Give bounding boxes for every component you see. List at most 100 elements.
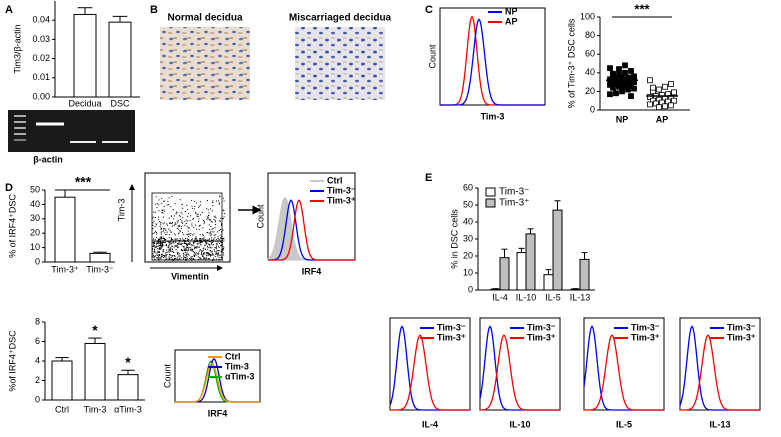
flow-dot	[208, 244, 210, 246]
flow-dot	[222, 249, 224, 251]
flow-dot	[185, 259, 186, 261]
histogram-curve	[440, 15, 545, 106]
flow-dot	[157, 238, 159, 240]
flow-dot	[173, 241, 174, 243]
flow-dot	[158, 216, 159, 218]
flow-dot	[184, 220, 186, 222]
flow-dot	[210, 254, 212, 256]
flow-dot	[171, 254, 173, 256]
flow-dot	[153, 256, 155, 258]
y-tick-label: 60	[463, 182, 473, 192]
flow-dot	[191, 223, 193, 225]
flow-dot	[217, 242, 219, 244]
flow-dot	[207, 217, 209, 219]
flow-dot	[201, 252, 202, 254]
flow-dot	[166, 255, 167, 257]
flow-dot	[204, 258, 206, 260]
image-title: Normal decidua	[167, 13, 242, 24]
flow-dot	[182, 253, 184, 255]
flow-dot	[169, 254, 171, 256]
flow-dot	[186, 233, 188, 235]
scatter-point	[662, 103, 668, 110]
flow-dot	[217, 253, 219, 255]
flow-dot	[212, 241, 214, 243]
flow-dot	[206, 252, 208, 254]
flow-dot	[189, 219, 191, 221]
flow-dot	[163, 249, 164, 251]
flow-dot	[159, 248, 161, 250]
flow-dot	[179, 216, 181, 218]
flow-dot	[162, 241, 164, 243]
flow-dot	[222, 248, 224, 250]
flow-dot	[197, 213, 199, 215]
flow-dot	[203, 221, 205, 223]
flow-dot	[160, 229, 162, 231]
flow-dot	[186, 225, 188, 227]
x-axis-label: IRF4	[208, 408, 228, 418]
flow-dot	[205, 243, 207, 245]
flow-dot	[181, 220, 183, 222]
flow-dot	[209, 229, 211, 231]
flow-dot	[155, 230, 157, 232]
y-tick-label: 10	[30, 242, 40, 252]
flow-dot	[196, 247, 198, 249]
flow-dot	[156, 224, 157, 226]
flow-dot	[199, 239, 201, 241]
flow-dot	[211, 239, 212, 241]
y-tick-label: 20	[30, 228, 40, 238]
x-tick-label: Tim-3	[84, 404, 107, 414]
flow-dot	[183, 246, 185, 248]
bar	[54, 196, 76, 263]
flow-dot	[152, 222, 154, 224]
flow-dot	[221, 224, 222, 225]
flow-dot	[153, 211, 155, 213]
flow-dot	[158, 199, 160, 201]
flow-dot	[211, 220, 212, 222]
legend-label: αTim-3	[225, 371, 254, 381]
flow-dot	[202, 235, 204, 236]
flow-dot	[187, 230, 189, 232]
flow-dot	[222, 246, 224, 248]
flow-dot	[184, 243, 186, 245]
flow-dot	[211, 251, 213, 253]
flow-dot	[179, 199, 181, 201]
x-tick-label: IL-4	[492, 292, 508, 302]
flow-dot	[193, 258, 195, 260]
flow-dot	[191, 245, 193, 247]
flow-dot	[215, 251, 217, 253]
flow-dot	[190, 244, 192, 246]
flow-dot	[153, 241, 155, 243]
flow-dot	[206, 216, 208, 218]
flow-dot	[213, 234, 215, 236]
flow-dot	[159, 225, 161, 227]
flow-dot	[200, 239, 202, 241]
flow-dot	[195, 236, 197, 238]
flow-dot	[197, 243, 199, 245]
flow-dot	[168, 244, 170, 246]
flow-dot	[186, 252, 188, 254]
flow-dot	[174, 258, 176, 260]
flow-dot	[152, 233, 154, 235]
flow-dot	[173, 252, 175, 253]
flow-dot	[218, 256, 220, 258]
legend-label: Tim-3⁺	[327, 195, 356, 205]
flow-dot	[209, 253, 211, 255]
flow-dot	[219, 259, 221, 261]
flow-dot	[212, 200, 214, 202]
flow-dot	[185, 255, 187, 256]
flow-dot	[215, 239, 217, 240]
flow-dot	[154, 232, 156, 234]
flow-dot	[165, 239, 167, 241]
flow-dot	[159, 236, 161, 238]
flow-dot	[184, 247, 186, 249]
flow-dot	[164, 254, 166, 256]
flow-dot	[166, 245, 168, 247]
flow-dot	[180, 218, 182, 220]
histogram-curve	[584, 334, 664, 411]
flow-dot	[215, 243, 217, 245]
flow-dot	[208, 224, 210, 226]
histogram-curve	[175, 362, 260, 403]
flow-dot	[156, 240, 158, 242]
flow-dot	[175, 238, 177, 240]
scatter-point	[665, 98, 671, 105]
